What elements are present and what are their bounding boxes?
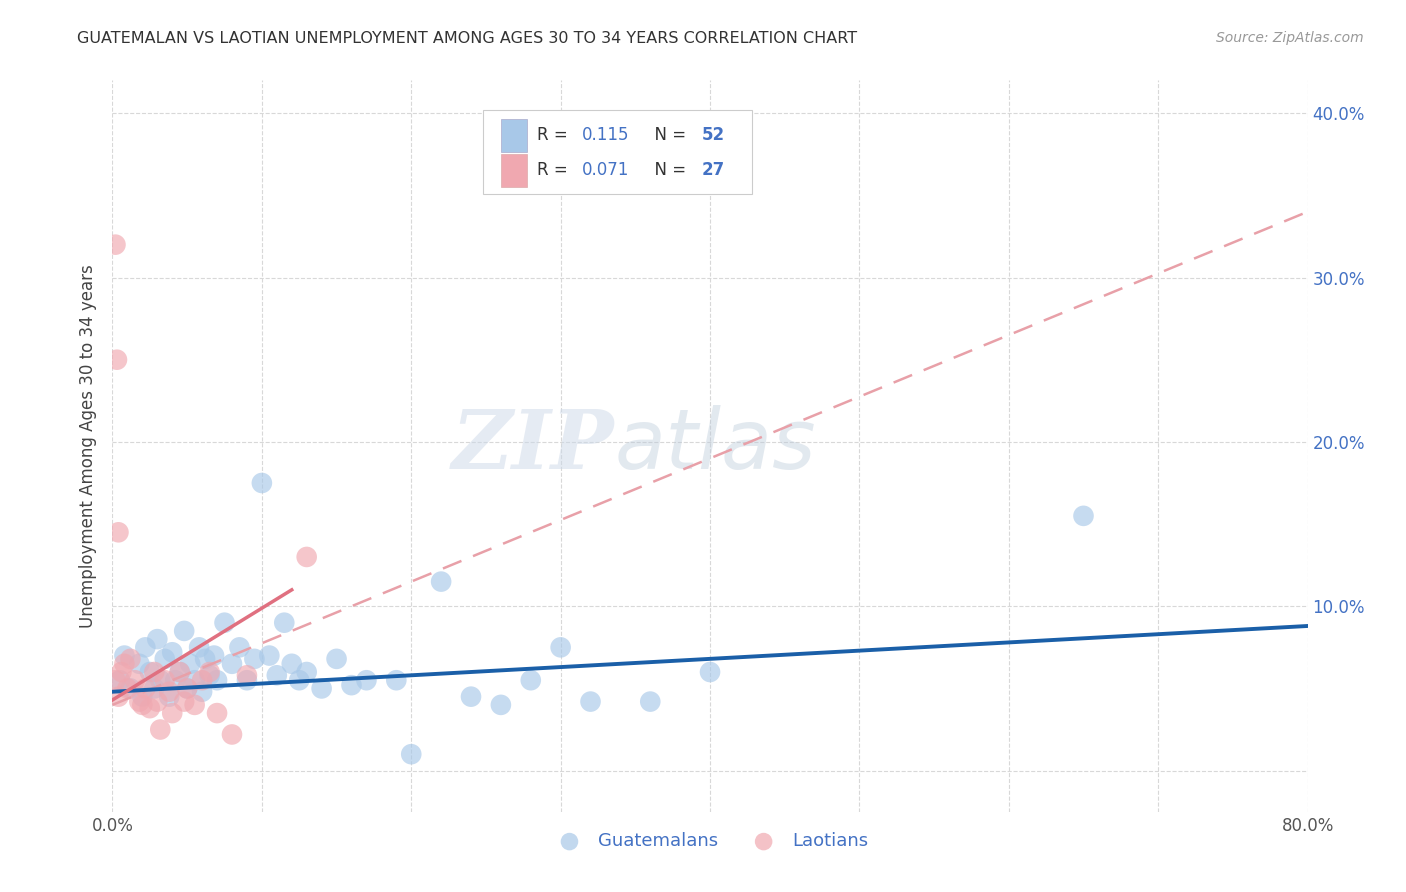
Point xyxy=(325,652,347,666)
Point xyxy=(221,657,243,671)
Point xyxy=(153,652,176,666)
Point xyxy=(520,673,543,688)
Point xyxy=(162,706,183,720)
Point xyxy=(228,640,250,655)
Point xyxy=(259,648,281,663)
Point xyxy=(401,747,423,762)
Point xyxy=(550,640,572,655)
Point xyxy=(143,681,166,696)
Point xyxy=(117,681,139,696)
Point xyxy=(165,673,187,688)
Point xyxy=(146,632,169,647)
Point xyxy=(385,673,408,688)
Point xyxy=(188,640,211,655)
Point xyxy=(250,475,273,490)
Point xyxy=(124,673,146,688)
Point xyxy=(134,640,156,655)
Point xyxy=(273,615,295,630)
Point xyxy=(460,690,482,704)
Point xyxy=(194,652,217,666)
Text: 52: 52 xyxy=(702,126,724,145)
Text: 27: 27 xyxy=(702,161,725,179)
Point xyxy=(295,549,318,564)
Point xyxy=(202,648,225,663)
Point xyxy=(107,690,129,704)
Point xyxy=(205,706,228,720)
Point xyxy=(183,673,205,688)
Y-axis label: Unemployment Among Ages 30 to 34 years: Unemployment Among Ages 30 to 34 years xyxy=(79,264,97,628)
Point xyxy=(169,665,191,679)
Point xyxy=(288,673,311,688)
Point xyxy=(243,652,266,666)
Point xyxy=(128,657,150,671)
FancyBboxPatch shape xyxy=(501,153,527,186)
Point xyxy=(120,652,142,666)
Point xyxy=(157,690,180,704)
Text: atlas: atlas xyxy=(614,406,815,486)
Point xyxy=(176,681,198,696)
Point xyxy=(134,681,156,696)
Text: 0.071: 0.071 xyxy=(582,161,630,179)
Point xyxy=(640,695,662,709)
Point xyxy=(295,665,318,679)
FancyBboxPatch shape xyxy=(484,110,752,194)
Point xyxy=(131,698,153,712)
Point xyxy=(104,673,127,688)
Point xyxy=(236,668,259,682)
Text: Source: ZipAtlas.com: Source: ZipAtlas.com xyxy=(1216,31,1364,45)
Point xyxy=(149,723,172,737)
Text: R =: R = xyxy=(537,161,578,179)
Point xyxy=(176,681,198,696)
Point xyxy=(1073,508,1095,523)
Point xyxy=(153,673,176,688)
Point xyxy=(131,690,153,704)
Point xyxy=(198,668,221,682)
Text: 0.115: 0.115 xyxy=(582,126,630,145)
Point xyxy=(281,657,304,671)
Text: N =: N = xyxy=(644,161,692,179)
Point xyxy=(120,681,142,696)
Point xyxy=(107,525,129,540)
Point xyxy=(340,678,363,692)
Point xyxy=(311,681,333,696)
FancyBboxPatch shape xyxy=(501,119,527,152)
Point xyxy=(157,684,180,698)
Point xyxy=(173,695,195,709)
Text: N =: N = xyxy=(644,126,692,145)
Point xyxy=(183,698,205,712)
Point xyxy=(108,673,131,688)
Point xyxy=(489,698,512,712)
Point xyxy=(236,673,259,688)
Point xyxy=(139,665,162,679)
Point xyxy=(105,352,128,367)
Point xyxy=(143,665,166,679)
Point xyxy=(110,665,132,679)
Point xyxy=(173,624,195,638)
Text: ZIP: ZIP xyxy=(451,406,614,486)
Point xyxy=(266,668,288,682)
Point xyxy=(205,673,228,688)
Point xyxy=(114,648,135,663)
Point xyxy=(104,237,127,252)
Point xyxy=(162,645,183,659)
Point xyxy=(579,695,602,709)
Point xyxy=(191,684,214,698)
Point xyxy=(169,665,191,679)
Point xyxy=(356,673,378,688)
Point xyxy=(221,727,243,741)
Text: GUATEMALAN VS LAOTIAN UNEMPLOYMENT AMONG AGES 30 TO 34 YEARS CORRELATION CHART: GUATEMALAN VS LAOTIAN UNEMPLOYMENT AMONG… xyxy=(77,31,858,46)
Point xyxy=(146,695,169,709)
Point xyxy=(214,615,236,630)
Legend: Guatemalans, Laotians: Guatemalans, Laotians xyxy=(544,825,876,857)
Point xyxy=(139,701,162,715)
Text: R =: R = xyxy=(537,126,578,145)
Point xyxy=(128,695,150,709)
Point xyxy=(699,665,721,679)
Point xyxy=(430,574,453,589)
Point xyxy=(191,673,214,688)
Point xyxy=(114,657,135,671)
Point xyxy=(149,673,172,688)
Point xyxy=(179,657,201,671)
Point xyxy=(198,665,221,679)
